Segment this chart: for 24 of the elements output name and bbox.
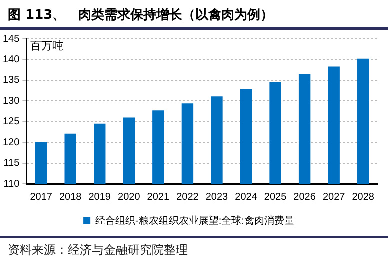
x-tick-label: 2024 <box>235 192 258 203</box>
y-tick-label: 130 <box>2 96 20 107</box>
x-tick-label: 2026 <box>294 192 316 203</box>
x-tick-label: 2022 <box>176 192 200 203</box>
x-tick-label: 2021 <box>147 192 170 203</box>
x-tick-label: 2020 <box>118 192 141 203</box>
y-tick-label: 115 <box>4 158 20 170</box>
y-axis-title: 百万吨 <box>30 39 64 52</box>
x-tick-label: 2028 <box>352 192 375 203</box>
y-tick-label: 145 <box>2 34 20 45</box>
x-tick-label: 2027 <box>322 192 346 203</box>
y-tick-label: 135 <box>2 75 20 86</box>
y-tick-label: 125 <box>2 116 20 128</box>
x-tick-label: 2017 <box>30 192 53 203</box>
text: 资料来源：经济与金融研究院整理 <box>0 236 388 263</box>
x-tick-label: 2019 <box>88 192 112 203</box>
y-tick-label: 110 <box>4 178 20 190</box>
y-tick-label: 140 <box>2 54 20 66</box>
legend-label: 经合组织-粮农组织农业展望:全球:禽肉消费量 <box>96 214 294 227</box>
x-tick-label: 2025 <box>264 192 288 203</box>
x-tick-label: 2023 <box>206 192 229 203</box>
chart-title: 图 113、 肉类需求保持增长（以禽肉为例） <box>0 0 388 30</box>
x-tick-label: 2018 <box>59 192 82 203</box>
y-tick-label: 120 <box>2 137 20 148</box>
